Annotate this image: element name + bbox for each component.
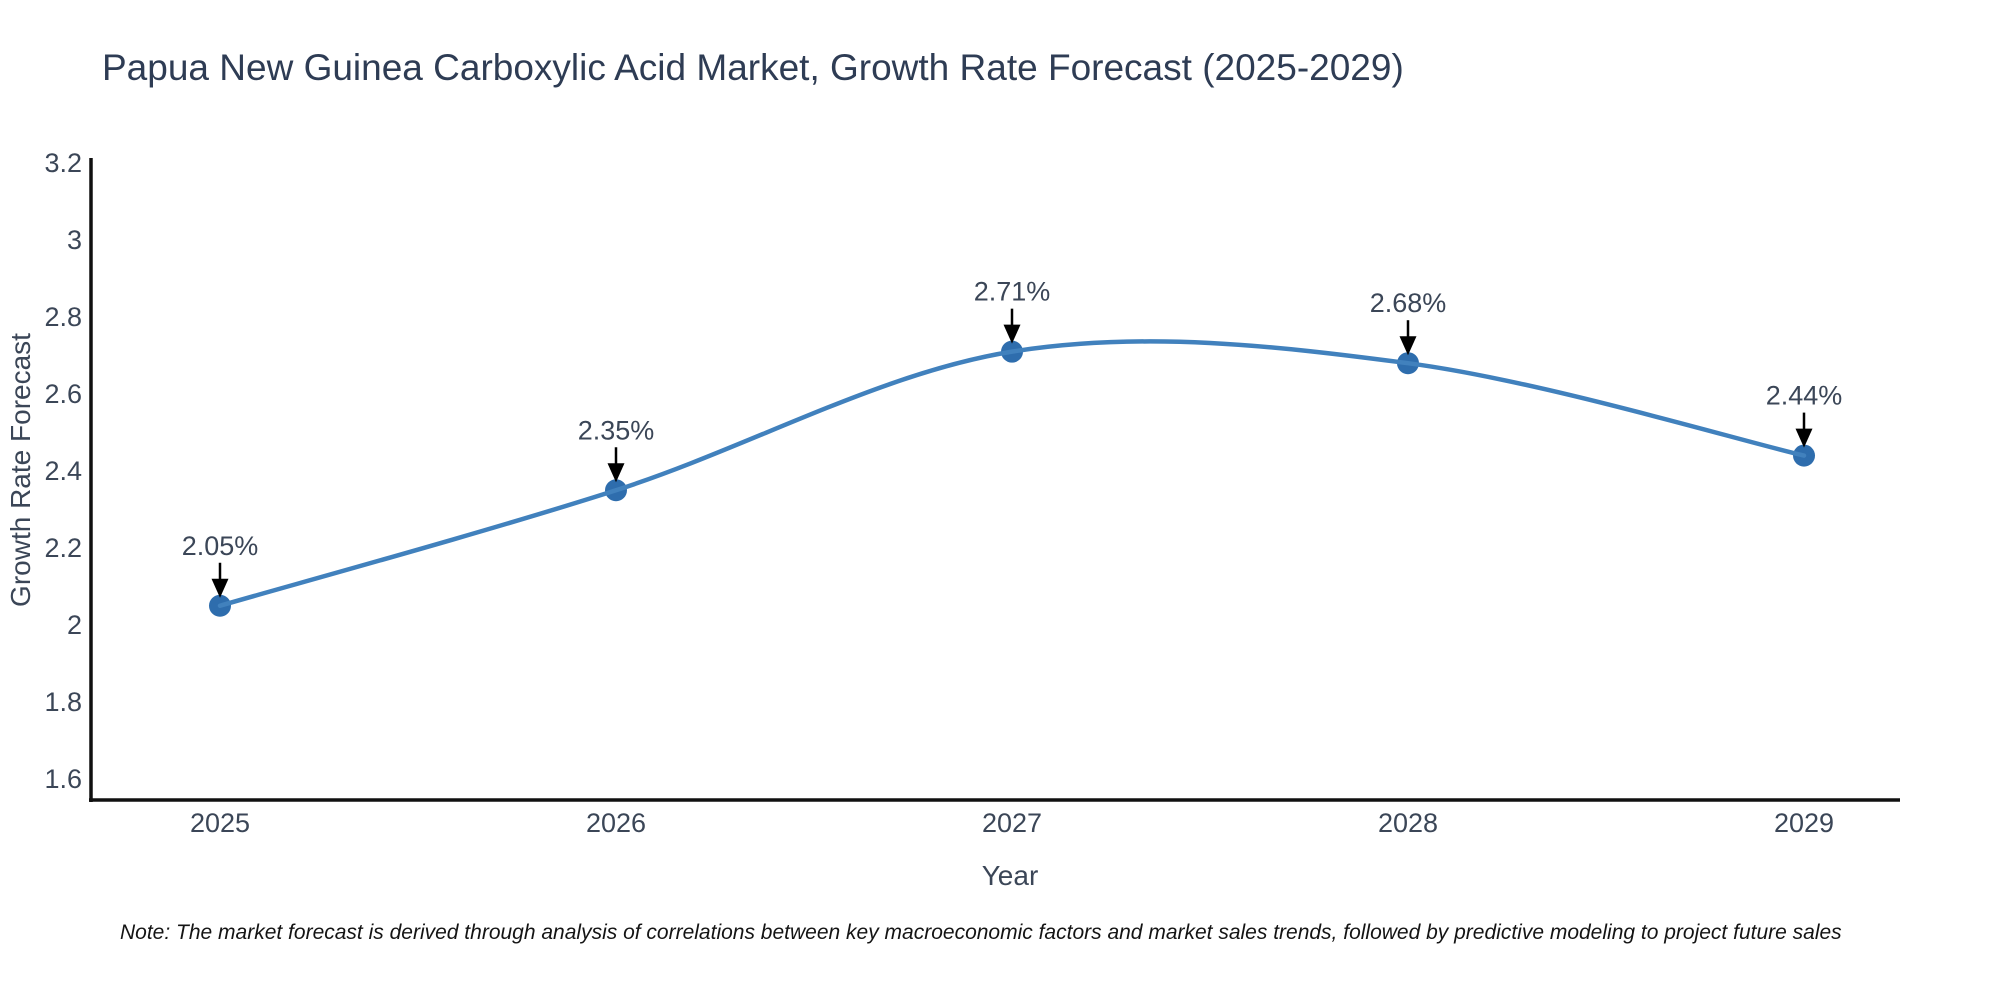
data-point-label: 2.71% [974,277,1051,307]
y-tick-label: 3.2 [44,148,82,178]
x-axis-label: Year [982,860,1039,891]
annotation-arrow-head [211,578,229,598]
data-point-label: 2.44% [1766,381,1843,411]
y-tick-label: 2.8 [44,302,82,332]
y-tick-label: 2 [67,610,82,640]
x-tick-label: 2027 [982,808,1042,838]
x-tick-label: 2029 [1774,808,1834,838]
y-tick-label: 2.6 [44,379,82,409]
y-tick-label: 1.6 [44,764,82,794]
footnote: Note: The market forecast is derived thr… [120,921,1842,944]
data-point-label: 2.35% [578,415,655,445]
y-tick-label: 2.2 [44,533,82,563]
y-tick-label: 3 [67,225,82,255]
y-tick-label: 2.4 [44,456,82,486]
annotation-arrow-head [1399,336,1417,356]
annotation-arrow-head [607,463,625,483]
annotation-arrow-head [1003,324,1021,344]
x-tick-label: 2026 [586,808,646,838]
y-axis-label: Growth Rate Forecast [5,333,36,607]
x-tick-label: 2028 [1378,808,1438,838]
x-tick-label: 2025 [190,808,250,838]
annotation-arrow-head [1795,428,1813,448]
chart-title: Papua New Guinea Carboxylic Acid Market,… [102,47,1404,88]
data-point-label: 2.05% [182,531,259,561]
data-point-label: 2.68% [1370,288,1447,318]
trend-line [217,339,1807,608]
y-tick-label: 1.8 [44,687,82,717]
